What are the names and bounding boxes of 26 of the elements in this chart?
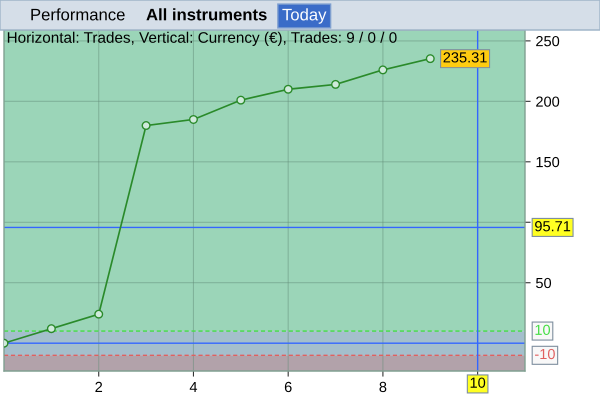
point (46, 324, 56, 334)
x-tick-label: 4 (190, 382, 198, 392)
text: Today (282, 8, 326, 24)
y-tick-label: 200 (536, 96, 560, 107)
ref-line-label: 95.71 (535, 221, 570, 232)
chart-title: Horizontal: Trades, Vertical: Currency (€), Trades: 9 / 0 / 0 (8, 32, 397, 46)
data-label: 235.31 (444, 52, 487, 63)
x-tick-label: 2 (95, 382, 102, 392)
ref-line-label: 10 (535, 324, 550, 336)
point (378, 65, 388, 74)
point (284, 84, 293, 94)
point (142, 121, 151, 130)
y-tick-label: 150 (536, 156, 560, 168)
y-tick-label: 250 (536, 36, 560, 46)
x-tick-label: 6 (284, 382, 292, 392)
text: Performance (31, 8, 125, 20)
point (188, 114, 198, 124)
ref-line-label: -10 (535, 348, 555, 360)
x-tick-label: 8 (379, 382, 386, 392)
text: All instruments (146, 8, 267, 20)
point (236, 96, 246, 105)
y-tick-label: 50 (536, 278, 552, 288)
point (426, 54, 435, 64)
ref-line-label: 10 (470, 378, 486, 388)
point (331, 80, 340, 89)
point (94, 310, 104, 319)
